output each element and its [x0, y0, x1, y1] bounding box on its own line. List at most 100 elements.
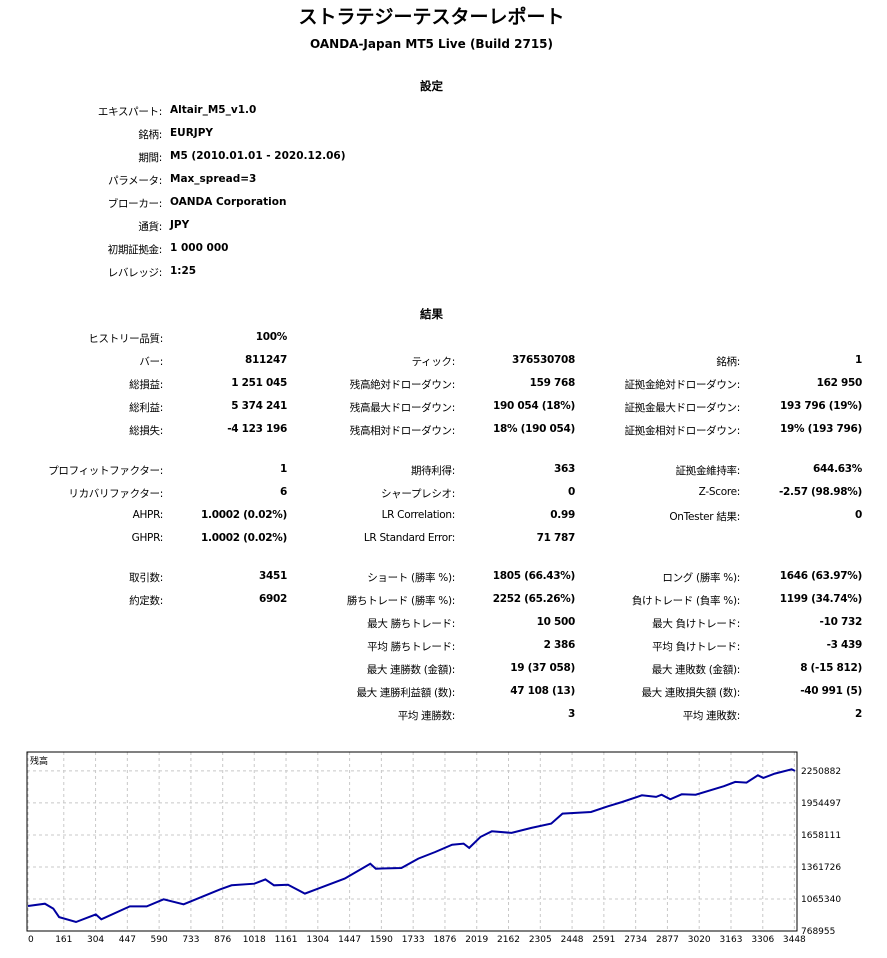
- settings-label: 初期証拠金:: [107, 244, 163, 256]
- results-row: AHPR: 1.0002 (0.02%) LR Correlation: 0.99 On…: [0, 509, 887, 525]
- settings-label: エキスパート:: [97, 106, 162, 118]
- result-label: ロング (勝率 %):: [662, 572, 740, 584]
- result-value: 159 768: [529, 377, 576, 389]
- result-value: -40 991 (5): [800, 685, 862, 697]
- result-label: 残高最大ドローダウン:: [349, 402, 456, 414]
- result-label: 残高絶対ドローダウン:: [349, 379, 456, 391]
- results-row: 最大 連勝数 (金額): 19 (37 058) 最大 連敗数 (金額): 8 (-1…: [0, 662, 887, 678]
- chart-frame: [26, 751, 798, 932]
- result-value: 1 251 045: [231, 377, 287, 389]
- result-label: ティック:: [411, 356, 456, 368]
- result-value: 100%: [255, 331, 288, 343]
- result-label: 最大 連勝数 (金額):: [366, 664, 456, 676]
- settings-row: 通貨: JPY: [0, 219, 887, 235]
- result-label: 勝ちトレード (勝率 %):: [346, 595, 455, 607]
- result-label: 最大 負けトレード:: [652, 618, 740, 630]
- x-tick-label: 447: [119, 935, 136, 945]
- result-label: Z-Score:: [698, 486, 741, 498]
- result-value: 1199 (34.74%): [779, 593, 863, 605]
- x-tick-label: 304: [87, 935, 104, 945]
- results-row: 総損失: -4 123 196 残高相対ドローダウン: 18% (190 054) 証拠…: [0, 423, 887, 439]
- report-title: ストラテジーテスターレポート: [298, 6, 565, 28]
- report-subtitle: OANDA-Japan MT5 Live (Build 2715): [309, 37, 553, 51]
- result-value: 5 374 241: [231, 400, 287, 412]
- result-label: 取引数:: [129, 572, 163, 584]
- result-value: 18% (190 054): [493, 423, 575, 435]
- x-tick-label: 2019: [465, 935, 488, 945]
- x-tick-label: 3306: [751, 935, 774, 945]
- settings-label: レバレッジ:: [107, 267, 163, 279]
- result-value: 8 (-15 812): [800, 662, 862, 674]
- result-label: 最大 連敗損失額 (数):: [641, 687, 740, 699]
- result-label: プロフィットファクター:: [48, 465, 163, 477]
- results-row: 総利益: 5 374 241 残高最大ドローダウン: 190 054 (18%) 証拠金…: [0, 400, 887, 416]
- results-row: 最大 勝ちトレード: 10 500 最大 負けトレード: -10 732: [0, 616, 887, 632]
- result-label: 最大 勝ちトレード:: [367, 618, 455, 630]
- settings-value: OANDA Corporation: [170, 196, 287, 208]
- result-value: 363: [553, 463, 575, 475]
- result-value: 190 054 (18%): [493, 400, 575, 412]
- x-tick-label: 2305: [529, 935, 552, 945]
- results-row: 取引数: 3451 ショート (勝率 %): 1805 (66.43%) ロング (勝率…: [0, 570, 887, 586]
- result-value: 2: [854, 708, 862, 720]
- result-label: OnTester 結果:: [669, 511, 740, 523]
- result-value: 71 787: [536, 532, 576, 544]
- result-value: 644.63%: [813, 463, 862, 475]
- result-label: 期待利得:: [410, 465, 455, 477]
- chart-title: 残高: [30, 755, 48, 767]
- settings-value: Max_spread=3: [170, 173, 257, 185]
- y-tick-label: 1361726: [801, 863, 841, 873]
- settings-label: 期間:: [138, 152, 162, 164]
- settings-row: 初期証拠金: 1 000 000: [0, 242, 887, 258]
- results-row: 約定数: 6902 勝ちトレード (勝率 %): 2252 (65.26%) 負けトレー…: [0, 593, 887, 609]
- result-label: 最大 連勝利益額 (数):: [356, 687, 455, 699]
- x-tick-label: 876: [214, 935, 231, 945]
- result-value: 1.0002 (0.02%): [201, 532, 287, 544]
- y-tick-label: 1065340: [801, 895, 841, 905]
- results-row: GHPR: 1.0002 (0.02%) LR Standard Error: 71 …: [0, 532, 887, 548]
- result-label: 証拠金絶対ドローダウン:: [624, 379, 741, 391]
- x-tick-label: 1447: [338, 935, 361, 945]
- balance-chart: 残高 2250882 1954497 1658111 1361726 1065340 76…: [26, 751, 841, 945]
- result-value: 3: [567, 708, 575, 720]
- settings-label: パラメータ:: [108, 175, 162, 187]
- x-tick-label: 3448: [783, 935, 806, 945]
- x-tick-label: 0: [28, 935, 34, 945]
- results-row: 平均 連勝数: 3 平均 連敗数: 2: [0, 708, 887, 724]
- result-value: 10 500: [536, 616, 576, 628]
- y-tick-label: 768955: [801, 927, 835, 937]
- result-value: 811247: [244, 354, 287, 366]
- result-value: 376530708: [511, 354, 575, 366]
- result-label: 総利益:: [129, 402, 163, 414]
- result-value: 1: [279, 463, 287, 475]
- result-value: 47 108 (13): [510, 685, 575, 697]
- y-tick-label: 1954497: [801, 799, 841, 809]
- settings-row: エキスパート: Altair_M5_v1.0: [0, 104, 887, 120]
- settings-label: ブローカー:: [107, 198, 163, 210]
- x-tick-label: 590: [151, 935, 168, 945]
- settings-row: レバレッジ: 1:25: [0, 265, 887, 281]
- result-value: 19% (193 796): [780, 423, 862, 435]
- y-tick-label: 2250882: [801, 767, 841, 777]
- settings-value: JPY: [170, 219, 190, 231]
- result-label: 総損失:: [129, 425, 163, 437]
- settings-value: 1:25: [170, 265, 197, 277]
- x-tick-label: 3020: [688, 935, 711, 945]
- result-label: 証拠金最大ドローダウン:: [624, 402, 741, 414]
- results-row: プロフィットファクター: 1 期待利得: 363 証拠金維持率: 644.63%: [0, 463, 887, 479]
- result-label: ショート (勝率 %):: [367, 572, 455, 584]
- settings-row: 銘柄: EURJPY: [0, 127, 887, 143]
- result-value: -3 439: [826, 639, 863, 651]
- result-label: ヒストリー品質:: [88, 333, 163, 345]
- x-tick-label: 2877: [656, 935, 679, 945]
- settings-row: 期間: M5 (2010.01.01 - 2020.12.06): [0, 150, 887, 166]
- x-tick-label: 1590: [370, 935, 393, 945]
- x-tick-label: 733: [182, 935, 199, 945]
- results-row: 最大 連勝利益額 (数): 47 108 (13) 最大 連敗損失額 (数): -40…: [0, 685, 887, 701]
- result-value: 1.0002 (0.02%): [201, 509, 287, 521]
- result-label: 証拠金維持率:: [675, 465, 741, 477]
- x-tick-label: 161: [55, 935, 72, 945]
- results-row: リカバリファクター: 6 シャープレシオ: 0 Z-Score: -2.57 (98.98…: [0, 486, 887, 502]
- result-value: 0.99: [550, 509, 575, 521]
- settings-label: 銘柄:: [138, 129, 162, 141]
